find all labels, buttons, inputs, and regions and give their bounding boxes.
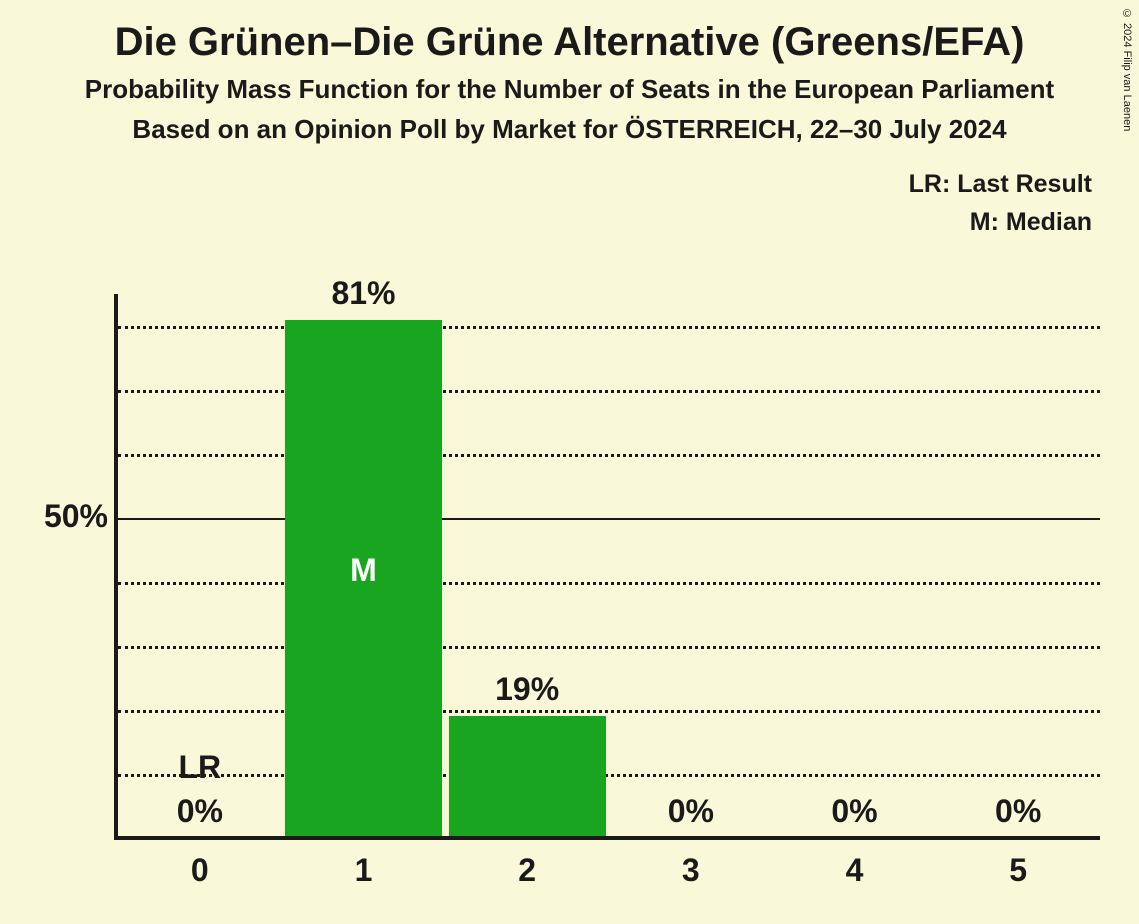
- x-axis-label: 4: [773, 852, 937, 889]
- gridline: [118, 326, 1100, 329]
- median-marker: M: [282, 552, 446, 589]
- x-axis-label: 0: [118, 852, 282, 889]
- x-axis-label: 5: [936, 852, 1100, 889]
- y-axis: [114, 294, 118, 840]
- chart-subtitle1: Probability Mass Function for the Number…: [0, 74, 1139, 105]
- bar-value-label: 0%: [936, 793, 1100, 830]
- chart-plot-area: 50%0%LR081%M119%20%30%40%5LR: Last Resul…: [118, 198, 1100, 838]
- copyright-text: © 2024 Filip van Laenen: [1121, 8, 1133, 131]
- x-axis: [114, 836, 1100, 840]
- bar-value-label: 0%: [773, 793, 937, 830]
- chart-container: Die Grünen–Die Grüne Alternative (Greens…: [0, 0, 1139, 924]
- bar-value-label: 0%: [609, 793, 773, 830]
- bar-value-label: 0%: [118, 793, 282, 830]
- gridline: [118, 582, 1100, 585]
- bar-value-label: 81%: [282, 275, 446, 312]
- x-axis-label: 1: [282, 852, 446, 889]
- gridline: [118, 710, 1100, 713]
- gridline: [118, 454, 1100, 457]
- chart-subtitle2: Based on an Opinion Poll by Market for Ö…: [0, 114, 1139, 145]
- bar-value-label: 19%: [445, 671, 609, 708]
- gridline: [118, 518, 1100, 520]
- lr-marker: LR: [118, 749, 282, 786]
- y-axis-label: 50%: [18, 498, 108, 535]
- chart-title: Die Grünen–Die Grüne Alternative (Greens…: [0, 20, 1139, 65]
- bar: [449, 716, 606, 838]
- legend-median: M: Median: [970, 208, 1092, 237]
- x-axis-label: 2: [445, 852, 609, 889]
- x-axis-label: 3: [609, 852, 773, 889]
- gridline: [118, 390, 1100, 393]
- legend-lr: LR: Last Result: [909, 170, 1092, 199]
- gridline: [118, 646, 1100, 649]
